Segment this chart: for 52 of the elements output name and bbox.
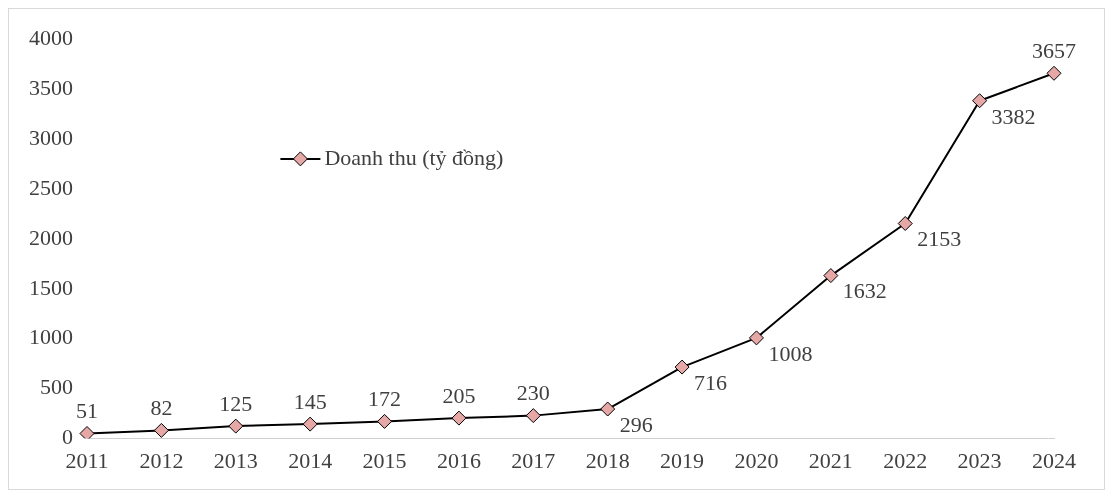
y-tick-label: 1500 <box>29 274 73 300</box>
data-label: 172 <box>368 386 402 412</box>
point <box>525 408 541 424</box>
point <box>79 426 95 439</box>
x-tick-label: 2013 <box>213 447 258 473</box>
point <box>823 268 839 284</box>
data-label: 205 <box>442 382 476 408</box>
data-label: 1632 <box>842 278 887 304</box>
point <box>600 401 616 417</box>
y-tick-label: 3000 <box>29 124 73 150</box>
x-tick-label: 2011 <box>65 447 109 473</box>
point <box>377 413 393 429</box>
data-label: 716 <box>694 369 728 395</box>
data-label: 82 <box>150 395 173 421</box>
data-label: 3382 <box>991 103 1036 129</box>
y-tick-label: 500 <box>40 374 73 400</box>
point <box>674 359 690 375</box>
point <box>972 93 988 109</box>
y-tick-label: 3500 <box>29 74 73 100</box>
data-label: 3657 <box>1032 38 1076 64</box>
data-label: 1008 <box>768 340 813 366</box>
y-tick-label: 0 <box>62 424 73 450</box>
data-label: 51 <box>76 398 98 424</box>
legend-label: Doanh thu (tỷ đồng) <box>324 144 504 170</box>
point <box>897 216 913 232</box>
x-tick-label: 2016 <box>436 447 481 473</box>
x-tick-label: 2021 <box>808 447 853 473</box>
point <box>302 416 318 432</box>
x-tick-label: 2023 <box>957 447 1002 473</box>
y-tick-label: 2000 <box>29 224 73 250</box>
data-label: 296 <box>619 411 653 437</box>
x-tick-label: 2020 <box>734 447 779 473</box>
data-label: 2153 <box>917 226 962 252</box>
point <box>451 410 467 426</box>
y-tick-label: 1000 <box>29 324 73 350</box>
data-label: 230 <box>516 380 550 406</box>
point <box>1046 65 1062 81</box>
data-label: 145 <box>293 388 327 414</box>
point <box>153 422 169 438</box>
x-tick-label: 2017 <box>511 447 556 473</box>
x-tick-label: 2018 <box>585 447 630 473</box>
x-tick-label: 2019 <box>660 447 705 473</box>
point <box>748 330 764 346</box>
y-tick-label: 2500 <box>29 174 73 200</box>
x-tick-label: 2012 <box>139 447 184 473</box>
x-tick-label: 2022 <box>883 447 928 473</box>
x-tick-label: 2015 <box>362 447 407 473</box>
x-tick-label: 2014 <box>288 447 333 473</box>
data-label: 125 <box>219 390 253 416</box>
x-tick-label: 2024 <box>1032 447 1076 473</box>
y-tick-label: 4000 <box>29 24 73 50</box>
point <box>228 418 244 434</box>
